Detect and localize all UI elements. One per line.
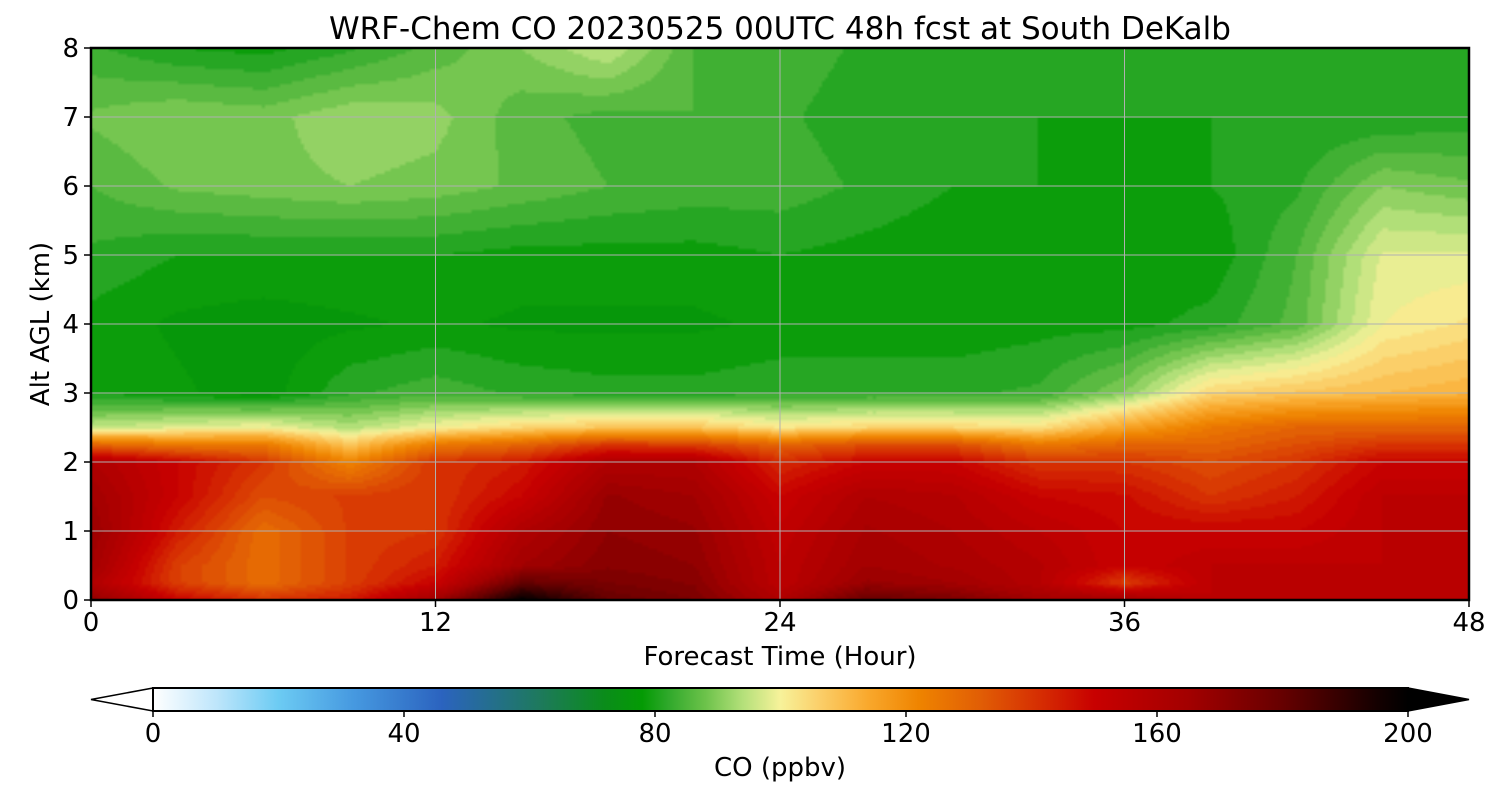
- colorbar-tick-label: 200: [1383, 719, 1433, 749]
- colorbar-min-extend: [90, 687, 154, 712]
- y-tick-label: 2: [62, 448, 79, 478]
- colorbar: 0 40 80 120 160 200 CO (ppbv): [90, 687, 1470, 783]
- y-tick-label: 6: [62, 172, 79, 202]
- colorbar-outline: [152, 687, 1409, 712]
- colorbar-tick-label: 120: [881, 719, 931, 749]
- plot-area: [89, 46, 1471, 602]
- x-tick-label: 0: [83, 608, 100, 638]
- x-axis: 0 12 24 36 48: [83, 600, 1486, 638]
- colorbar-max-extend: [1407, 687, 1470, 712]
- y-tick-label: 7: [62, 103, 79, 133]
- colorbar-bar: [153, 688, 1408, 711]
- x-axis-label: Forecast Time (Hour): [643, 642, 916, 672]
- y-tick-label: 0: [62, 586, 79, 616]
- y-tick-label: 3: [62, 379, 79, 409]
- colorbar-tick-label: 160: [1132, 719, 1182, 749]
- y-tick-label: 8: [62, 34, 79, 64]
- y-tick-label: 4: [62, 310, 79, 340]
- colorbar-tick-label: 0: [145, 719, 162, 749]
- x-tick-label: 36: [1108, 608, 1141, 638]
- colorbar-ticks: 0 40 80 120 160 200: [145, 711, 1433, 749]
- chart-title: WRF-Chem CO 20230525 00UTC 48h fcst at S…: [329, 11, 1231, 47]
- x-tick-label: 12: [419, 608, 452, 638]
- x-tick-label: 24: [763, 608, 796, 638]
- x-tick-label: 48: [1452, 608, 1485, 638]
- colorbar-tick-label: 40: [387, 719, 420, 749]
- y-axis: 0 1 2 3 4 5 6 7 8: [62, 34, 91, 616]
- colorbar-label: CO (ppbv): [714, 753, 846, 783]
- grid-lines: [91, 48, 1469, 600]
- y-axis-label: Alt AGL (km): [26, 242, 56, 406]
- y-tick-label: 5: [62, 241, 79, 271]
- y-tick-label: 1: [62, 517, 79, 547]
- colorbar-tick-label: 80: [638, 719, 671, 749]
